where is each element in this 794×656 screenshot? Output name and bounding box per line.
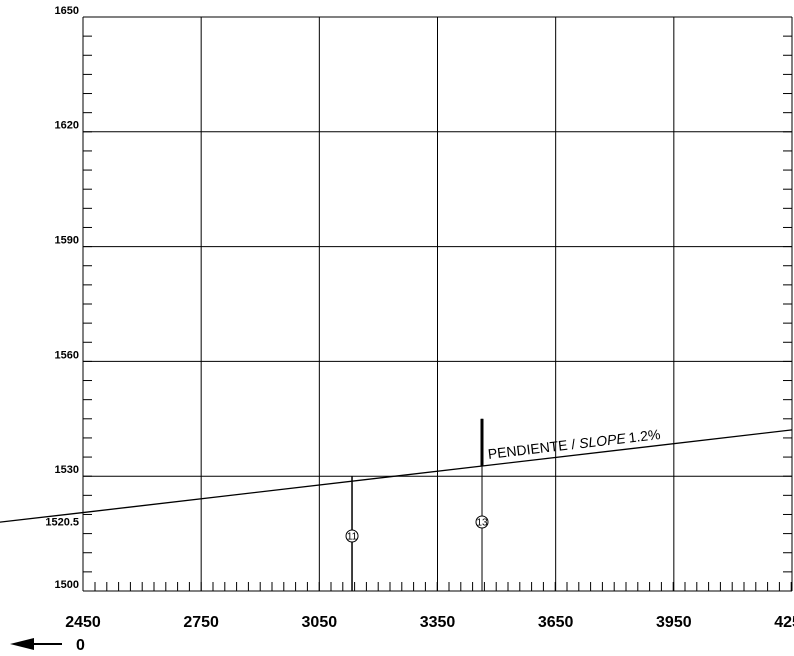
y-tick-label: 1530 bbox=[55, 464, 79, 476]
annotation-value: 1.2% bbox=[628, 426, 662, 446]
x-tick-label: 3950 bbox=[656, 614, 692, 631]
x-tick-label: 2750 bbox=[183, 614, 219, 631]
x-tick-label: 2450 bbox=[65, 614, 101, 631]
annotation: PENDIENTE / SLOPE1.2% bbox=[487, 426, 661, 462]
y-tick-label: 1560 bbox=[55, 349, 79, 361]
y-tick-label: 1650 bbox=[55, 5, 79, 17]
value-label: 1520.5 bbox=[45, 516, 79, 528]
annotation-prefix: PENDIENTE / bbox=[487, 436, 576, 462]
slope-line bbox=[0, 429, 793, 523]
x-tick-label: 3650 bbox=[538, 614, 574, 631]
annotation-emphasis: SLOPE bbox=[578, 430, 627, 451]
origin-label: 0 bbox=[76, 637, 85, 654]
y-tick-label: 1590 bbox=[55, 235, 79, 247]
x-tick-label: 3350 bbox=[420, 614, 456, 631]
station-label: 11 bbox=[347, 532, 358, 543]
y-tick-label: 1620 bbox=[55, 120, 79, 132]
station-circle bbox=[475, 515, 489, 529]
origin-arrowhead bbox=[10, 638, 34, 650]
x-tick-label: 4250 bbox=[774, 614, 794, 631]
y-tick-label: 1500 bbox=[55, 579, 79, 591]
station-circle bbox=[345, 529, 359, 543]
station-label: 13 bbox=[476, 518, 488, 529]
x-tick-label: 3050 bbox=[302, 614, 338, 631]
